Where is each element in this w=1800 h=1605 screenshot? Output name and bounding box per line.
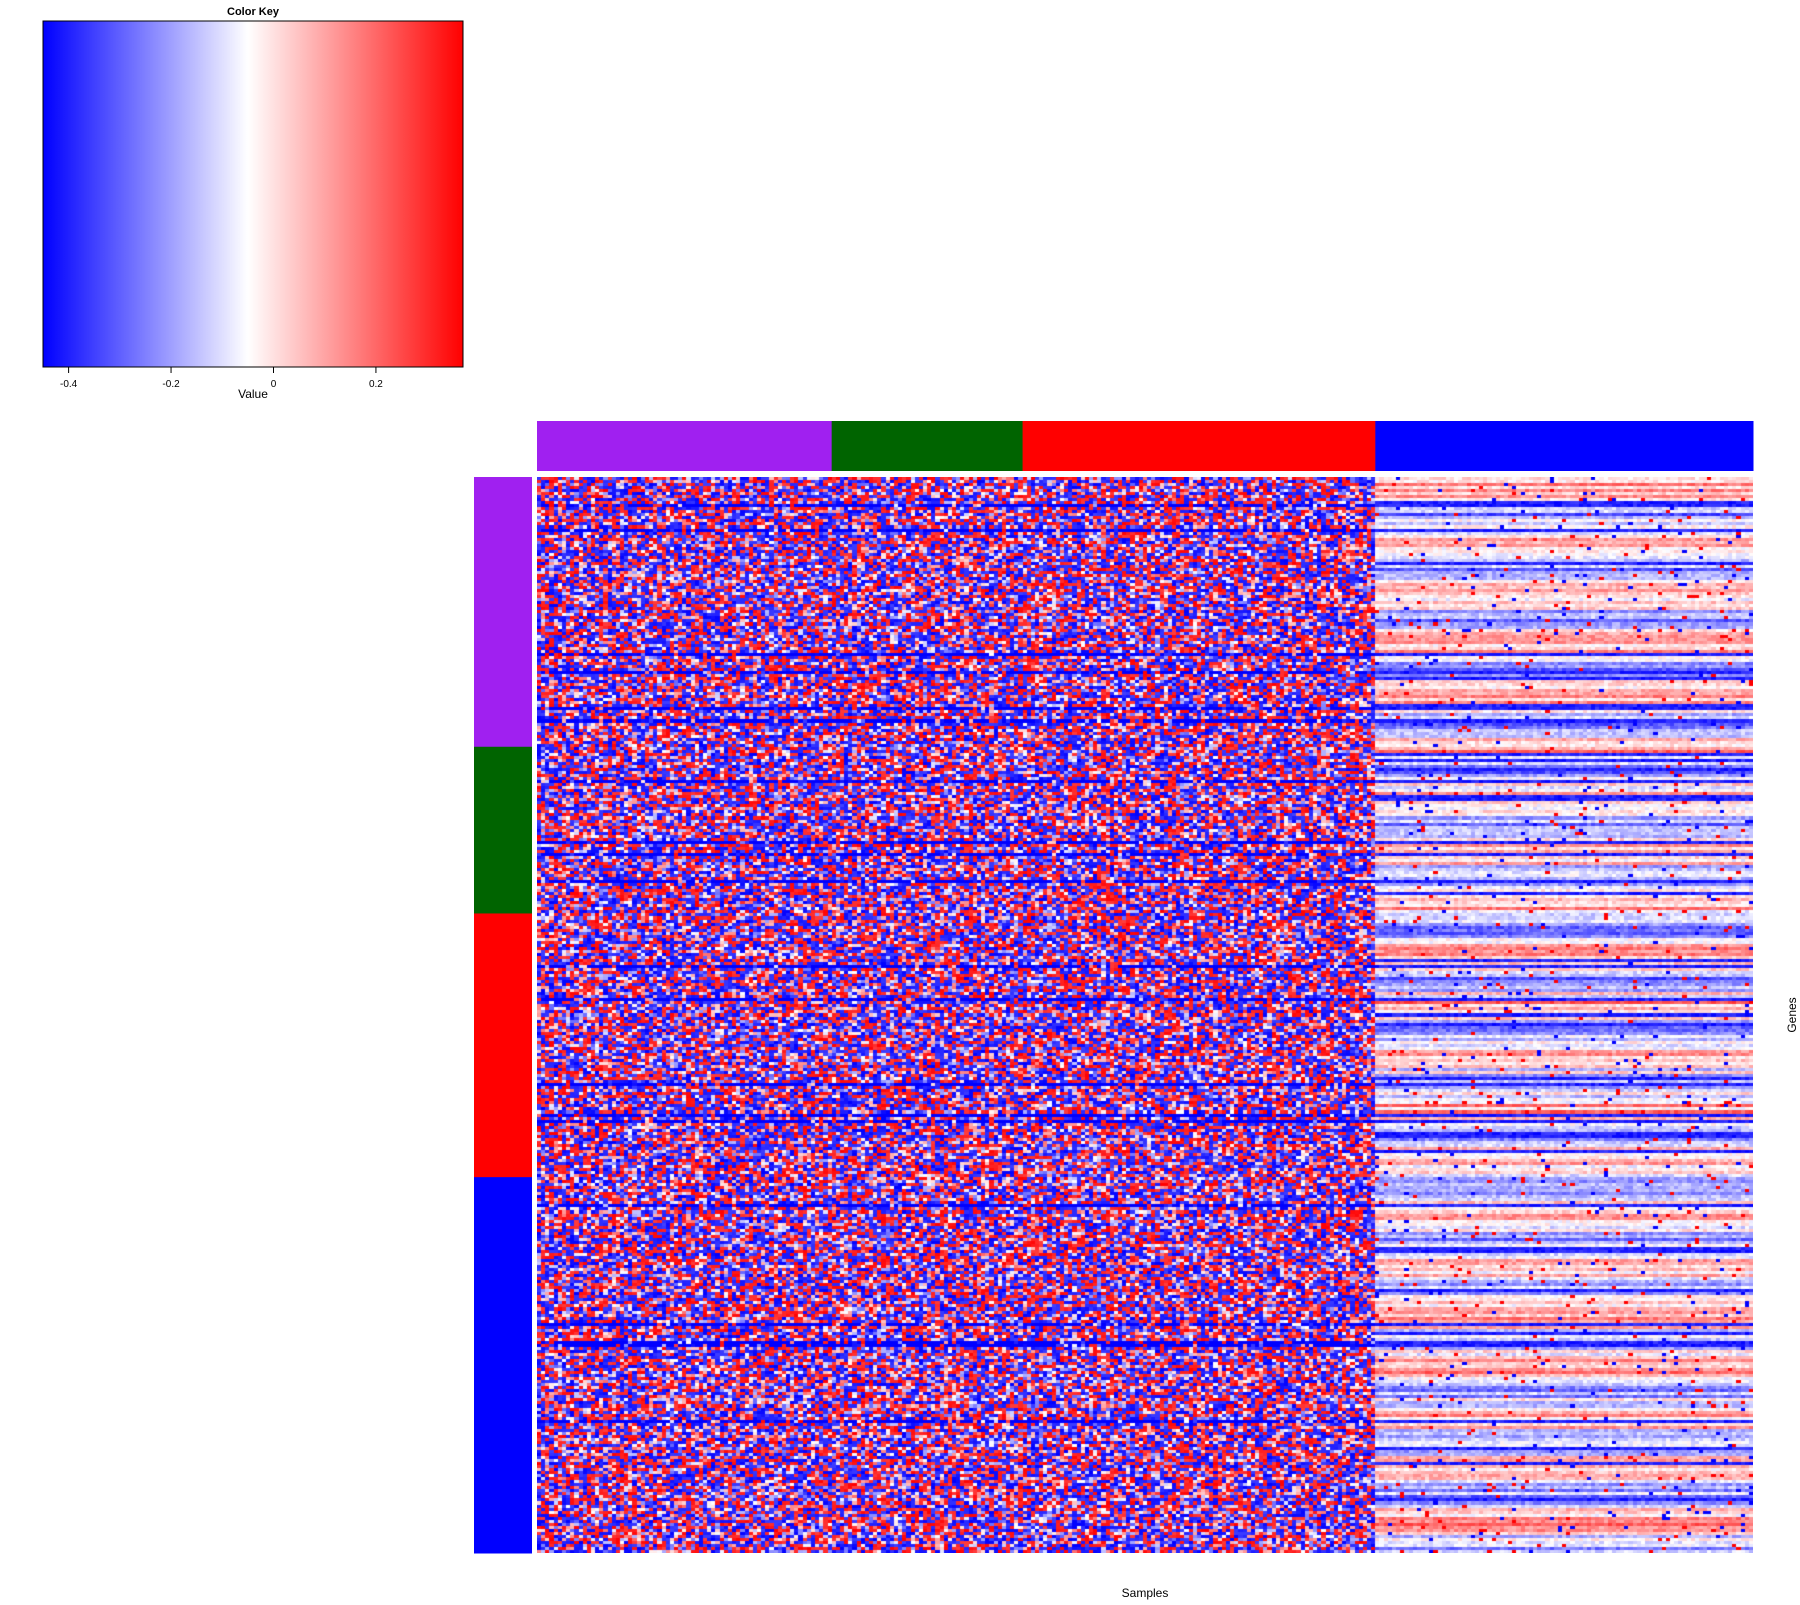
y-axis-label: Genes [1785,997,1799,1032]
column-side-colors [537,421,1754,471]
color-key-title: Color Key [227,6,280,18]
color-key-tick-label: 0.2 [369,379,383,390]
row-group-bar [474,746,532,914]
row-group-bar [474,913,532,1178]
color-key-tick-label: -0.4 [60,379,78,390]
column-group-bar [831,421,1024,471]
column-group-bar [1022,421,1376,471]
x-axis-label: Samples [1122,1586,1169,1600]
heatmap-cells [537,477,1753,1553]
color-key-tick-label: 0 [271,379,277,390]
color-key: Color Key -0.4 -0.2 0 0.2 Value [42,6,464,401]
column-group-bar [537,421,833,471]
column-group-bar [1375,421,1754,471]
color-key-axis: -0.4 -0.2 0 0.2 [60,367,383,390]
color-key-gradient [42,20,464,368]
row-side-colors [474,477,532,1554]
row-group-bar [474,1177,532,1554]
row-group-bar [474,477,532,748]
color-key-label: Value [238,387,268,401]
color-key-tick-label: -0.2 [162,379,180,390]
